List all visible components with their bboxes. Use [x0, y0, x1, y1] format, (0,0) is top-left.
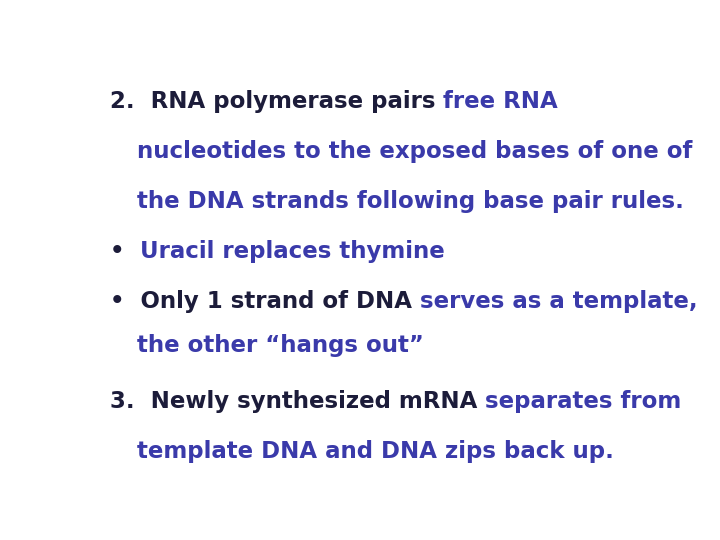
Text: template DNA and DNA zips back up.: template DNA and DNA zips back up. [138, 440, 614, 463]
Text: •: • [109, 240, 140, 263]
Text: free RNA: free RNA [443, 91, 558, 113]
Text: 3.  Newly synthesized mRNA: 3. Newly synthesized mRNA [109, 390, 485, 413]
Text: the DNA strands following base pair rules.: the DNA strands following base pair rule… [138, 190, 684, 213]
Text: serves as a template,: serves as a template, [420, 290, 697, 313]
Text: •  Only 1 strand of DNA: • Only 1 strand of DNA [109, 290, 420, 313]
Text: Uracil replaces thymine: Uracil replaces thymine [140, 240, 445, 263]
Text: 2.  RNA polymerase pairs: 2. RNA polymerase pairs [109, 91, 443, 113]
Text: separates from: separates from [485, 390, 681, 413]
Text: nucleotides to the exposed bases of one of: nucleotides to the exposed bases of one … [138, 140, 693, 164]
Text: the other “hangs out”: the other “hangs out” [138, 334, 424, 357]
